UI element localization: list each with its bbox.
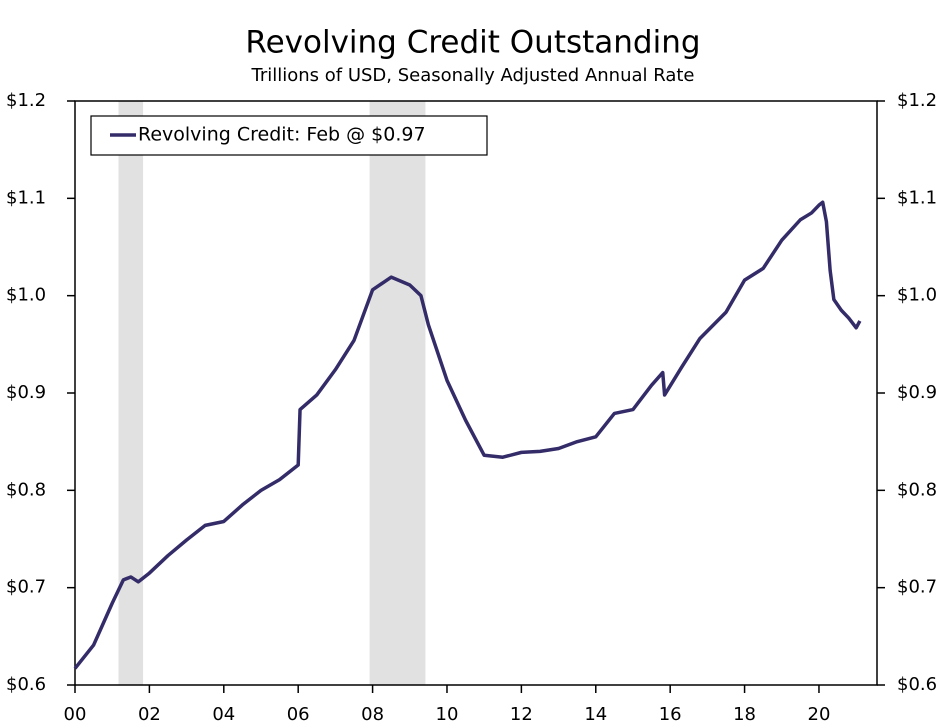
y-tick-label: $1.1 — [6, 187, 46, 208]
x-tick-label: 20 — [808, 704, 831, 725]
recession-band — [118, 101, 144, 685]
x-tick-label: 08 — [361, 704, 384, 725]
y2-tick-label: $0.8 — [897, 479, 937, 500]
chart-title: Revolving Credit Outstanding — [245, 25, 700, 61]
x-tick-label: 06 — [287, 704, 310, 725]
y-tick-label: $1.2 — [6, 90, 46, 111]
y-tick-label: $1.0 — [6, 285, 46, 306]
y-tick-label: $0.6 — [6, 674, 46, 695]
legend-box — [90, 115, 488, 156]
x-tick-label: 02 — [138, 704, 161, 725]
x-tick-label: 14 — [584, 704, 607, 725]
y2-tick-label: $0.6 — [897, 674, 937, 695]
y2-tick-label: $1.0 — [897, 285, 937, 306]
y2-tick-label: $1.1 — [897, 187, 937, 208]
x-tick-label: 12 — [510, 704, 533, 725]
y2-tick-label: $0.9 — [897, 382, 937, 403]
y2-tick-label: $1.2 — [897, 90, 937, 111]
y-tick-label: $0.9 — [6, 382, 46, 403]
chart-subtitle: Trillions of USD, Seasonally Adjusted An… — [250, 65, 694, 86]
x-tick-label: 16 — [659, 704, 682, 725]
x-tick-label: 00 — [64, 704, 87, 725]
x-tick-label: 04 — [212, 704, 235, 725]
y-tick-label: $0.8 — [6, 479, 46, 500]
series-line — [73, 200, 862, 670]
y-tick-label: $0.7 — [6, 577, 46, 598]
y2-tick-label: $0.7 — [897, 577, 937, 598]
legend-label: Revolving Credit: Feb @ $0.97 — [138, 124, 426, 146]
recession-band — [369, 101, 426, 685]
x-tick-label: 18 — [733, 704, 756, 725]
x-tick-label: 10 — [436, 704, 459, 725]
plot-frame — [74, 100, 878, 686]
